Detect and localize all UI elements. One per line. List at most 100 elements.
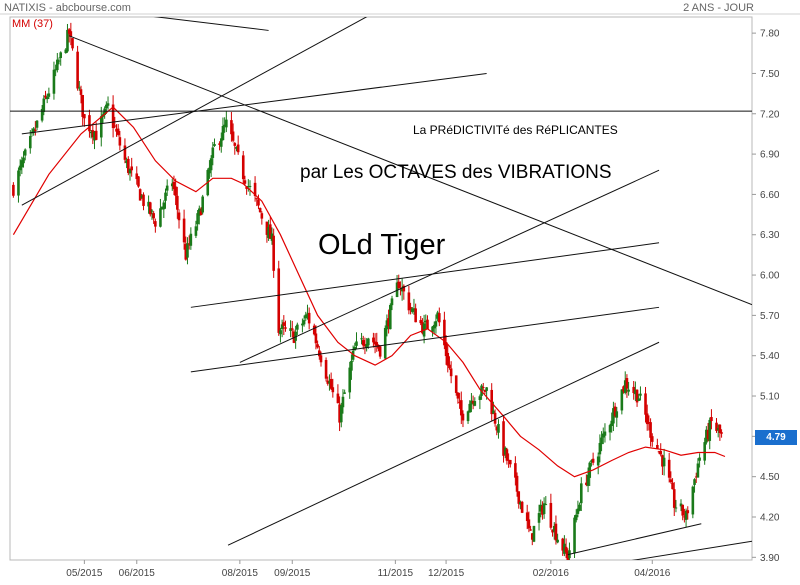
- candle-body: [585, 482, 588, 485]
- candle-body: [23, 149, 27, 156]
- candle-body: [277, 268, 281, 333]
- candle-body: [88, 115, 91, 132]
- candle-body: [635, 389, 639, 403]
- candle-body: [268, 224, 272, 239]
- x-tick-label: 09/2015: [274, 568, 311, 579]
- candle-body: [184, 244, 188, 260]
- y-tick-label: 5.10: [760, 392, 780, 403]
- candle-body: [125, 160, 128, 164]
- candle-body: [253, 182, 257, 197]
- candle-body: [622, 386, 625, 392]
- candle-body: [527, 519, 531, 529]
- candle-body: [647, 421, 651, 423]
- candle-body: [419, 320, 423, 324]
- candle-body: [601, 433, 605, 438]
- y-tick-label: 4.50: [760, 472, 780, 483]
- candle-body: [154, 221, 157, 227]
- candle-body: [471, 400, 475, 404]
- candle-body: [608, 425, 612, 433]
- candle-body: [438, 313, 441, 323]
- candle-body: [529, 529, 532, 531]
- candle-body: [716, 427, 720, 430]
- candle-body: [282, 322, 286, 326]
- candle-body: [336, 393, 340, 404]
- candle-body: [620, 389, 624, 411]
- candle-body: [461, 413, 465, 421]
- candle-body: [566, 551, 570, 560]
- candle-body: [657, 451, 661, 453]
- candle-body: [32, 128, 35, 133]
- candle-body: [186, 243, 189, 258]
- moving-average-label: MM (37): [12, 18, 53, 30]
- candle-body: [360, 338, 363, 340]
- candle-body: [649, 422, 652, 438]
- candle-body: [59, 52, 63, 58]
- candle-body: [551, 529, 554, 533]
- candle-body: [45, 97, 49, 100]
- annotation-replicantes: La PRéDICTIVITé des RéPLICANTES: [413, 123, 618, 137]
- candle-body: [596, 456, 600, 466]
- candle-body: [172, 181, 176, 190]
- trend-line-floor-line-2: [631, 540, 752, 560]
- candle-body: [372, 337, 375, 343]
- candle-body: [644, 393, 647, 415]
- candle-body: [258, 208, 262, 213]
- candle-body: [93, 132, 96, 141]
- x-tick-label: 04/2016: [634, 568, 671, 579]
- candle-body: [671, 482, 674, 490]
- candle-body: [247, 185, 250, 187]
- candle-body: [542, 503, 546, 515]
- candle-body: [79, 89, 83, 95]
- candle-body: [40, 108, 44, 121]
- candle-body: [116, 128, 120, 135]
- candle-body: [218, 143, 221, 145]
- candle-body: [105, 104, 108, 109]
- candle-body: [449, 368, 453, 377]
- candle-body: [694, 476, 698, 478]
- candle-body: [402, 285, 406, 292]
- candle-body: [492, 410, 495, 414]
- candle-body: [302, 320, 306, 325]
- y-tick-label: 5.70: [760, 311, 780, 322]
- candle-body: [556, 539, 559, 543]
- candle-body: [421, 322, 424, 334]
- candle-body: [123, 145, 127, 160]
- candle-body: [174, 186, 177, 196]
- candle-body: [385, 320, 389, 330]
- candle-body: [115, 128, 118, 132]
- y-tick-label: 7.80: [760, 29, 780, 40]
- candle-body: [454, 375, 458, 393]
- candle-body: [76, 51, 79, 89]
- candle-body: [443, 319, 446, 346]
- x-tick-label: 12/2015: [428, 568, 465, 579]
- candle-body: [343, 392, 346, 394]
- candle-body: [318, 350, 321, 357]
- y-tick-label: 6.60: [760, 190, 780, 201]
- candle-body: [436, 312, 439, 319]
- candle-body: [669, 479, 673, 483]
- candle-body: [395, 282, 399, 298]
- x-tick-label: 05/2015: [66, 568, 103, 579]
- plot-area: [9, 16, 753, 561]
- candle-body: [147, 201, 150, 207]
- candle-body: [684, 510, 688, 520]
- candle-body: [270, 233, 274, 241]
- candle-body: [530, 533, 534, 540]
- candle-body: [615, 411, 619, 418]
- candle-body: [339, 405, 343, 423]
- trend-line-upper-channel: [21, 17, 368, 206]
- candle-body: [52, 69, 56, 94]
- candle-body: [67, 29, 71, 34]
- trend-line-support-channel: [227, 341, 660, 546]
- candle-body: [708, 419, 712, 441]
- candle-body: [507, 459, 510, 461]
- candle-body: [328, 381, 331, 384]
- candle-body: [681, 504, 685, 516]
- candle-body: [414, 308, 417, 323]
- candle-body: [410, 308, 414, 312]
- candle-body: [564, 546, 568, 553]
- y-tick-label: 7.50: [760, 69, 780, 80]
- candle-body: [17, 170, 20, 196]
- candle-body: [353, 346, 357, 351]
